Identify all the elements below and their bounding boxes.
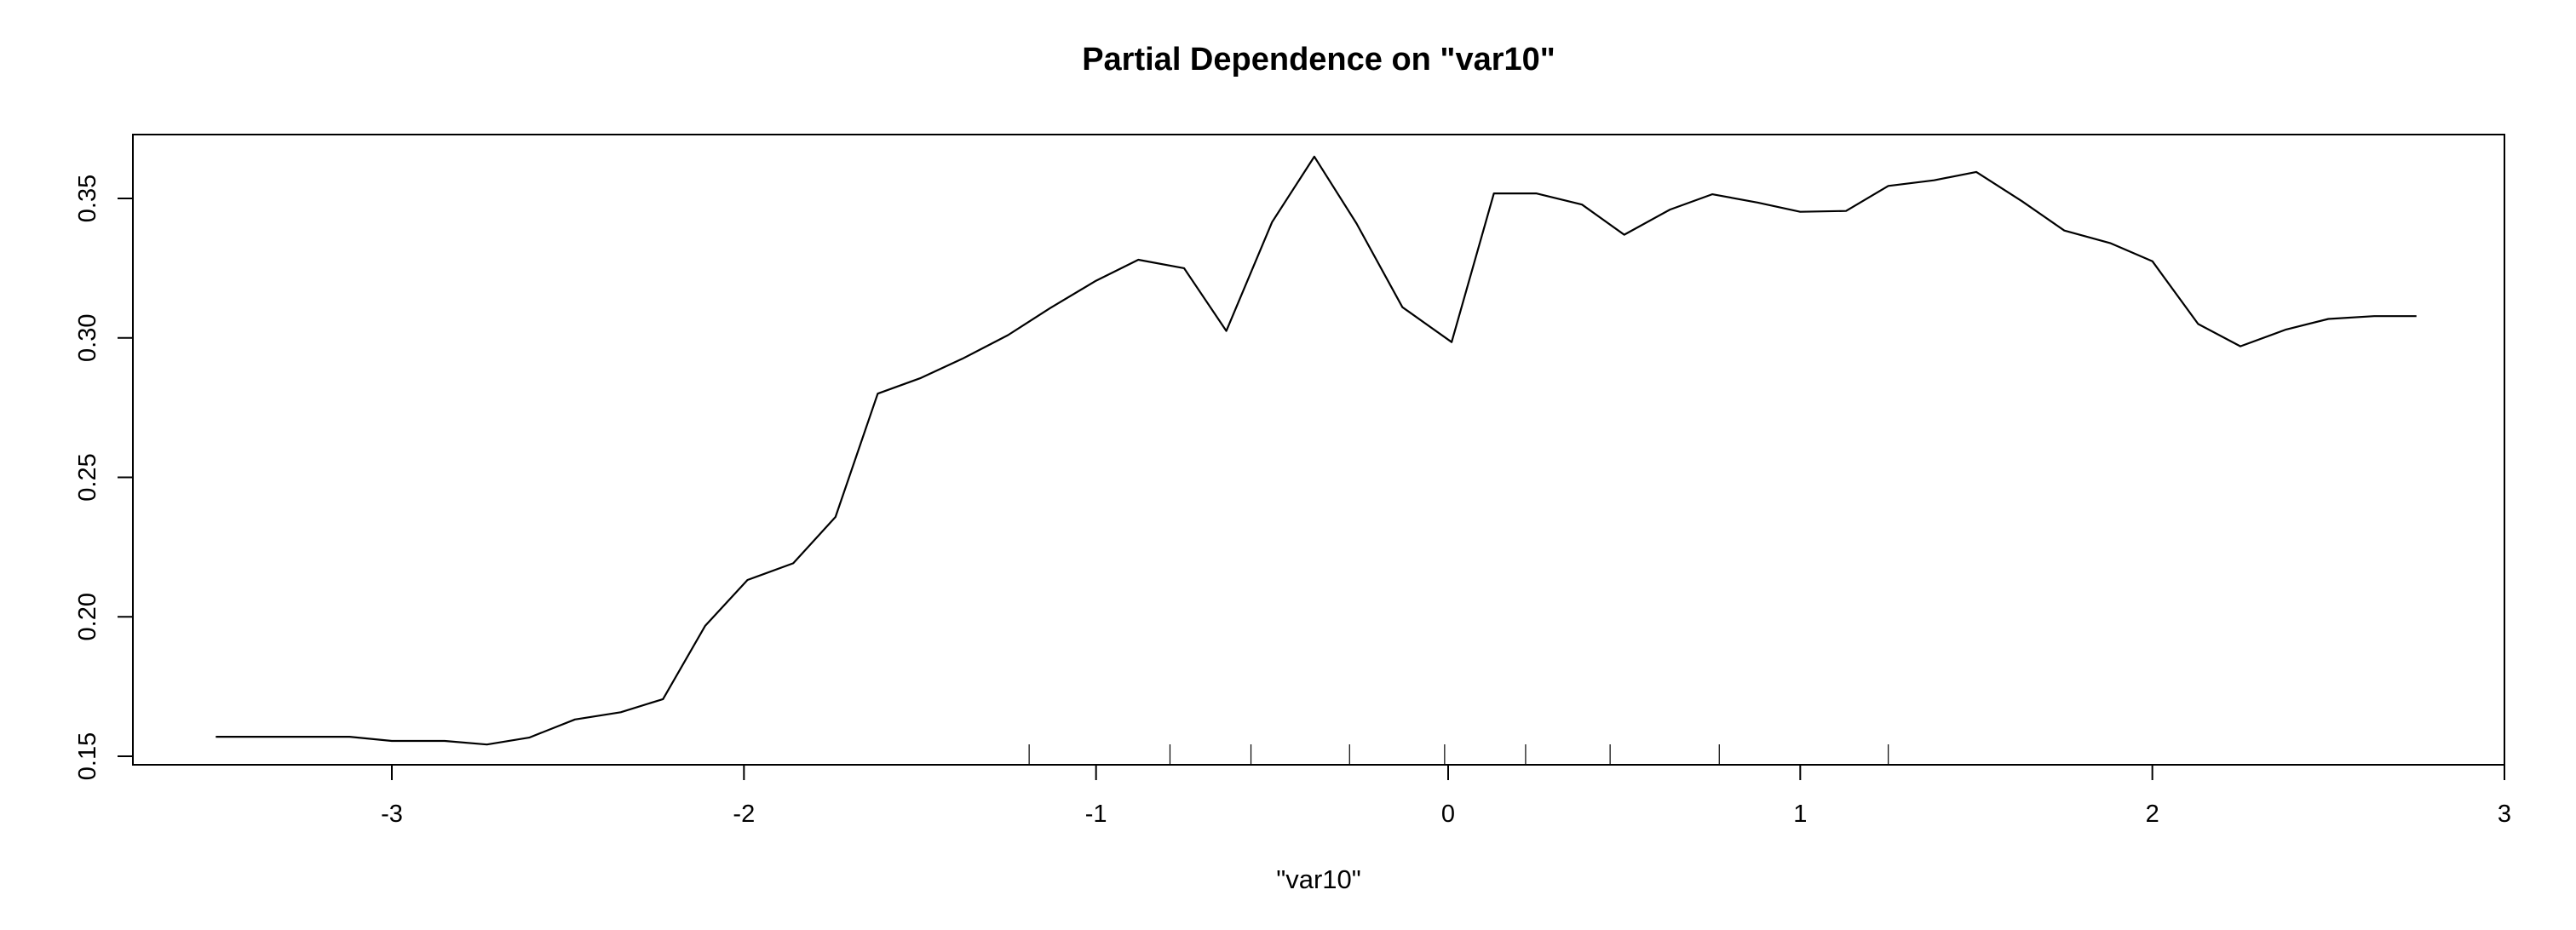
x-axis: -3 -2 -1 0 1 2 3 [381,764,2511,828]
x-tick-label: -2 [733,801,755,828]
y-tick-label: 0.25 [74,453,101,501]
x-tick-label: -1 [1085,801,1107,828]
x-tick-label: 3 [2498,801,2511,828]
x-tick-label: -3 [381,801,403,828]
y-axis: 0.15 0.20 0.25 0.30 0.35 [74,175,134,780]
y-tick-label: 0.15 [74,732,101,780]
series-line [216,155,2417,746]
x-tick-label: 0 [1441,801,1455,828]
series-group [216,155,2417,746]
y-tick-label: 0.30 [74,314,101,362]
x-axis-label: "var10" [1276,864,1361,894]
x-tick-label: 1 [1793,801,1807,828]
y-tick-label: 0.20 [74,593,101,640]
plot-frame [132,134,2505,766]
x-tick-label: 2 [2146,801,2159,828]
y-tick-label: 0.35 [74,175,101,222]
rug-marks [1028,744,1889,765]
chart-title: Partial Dependence on "var10" [1082,42,1555,78]
